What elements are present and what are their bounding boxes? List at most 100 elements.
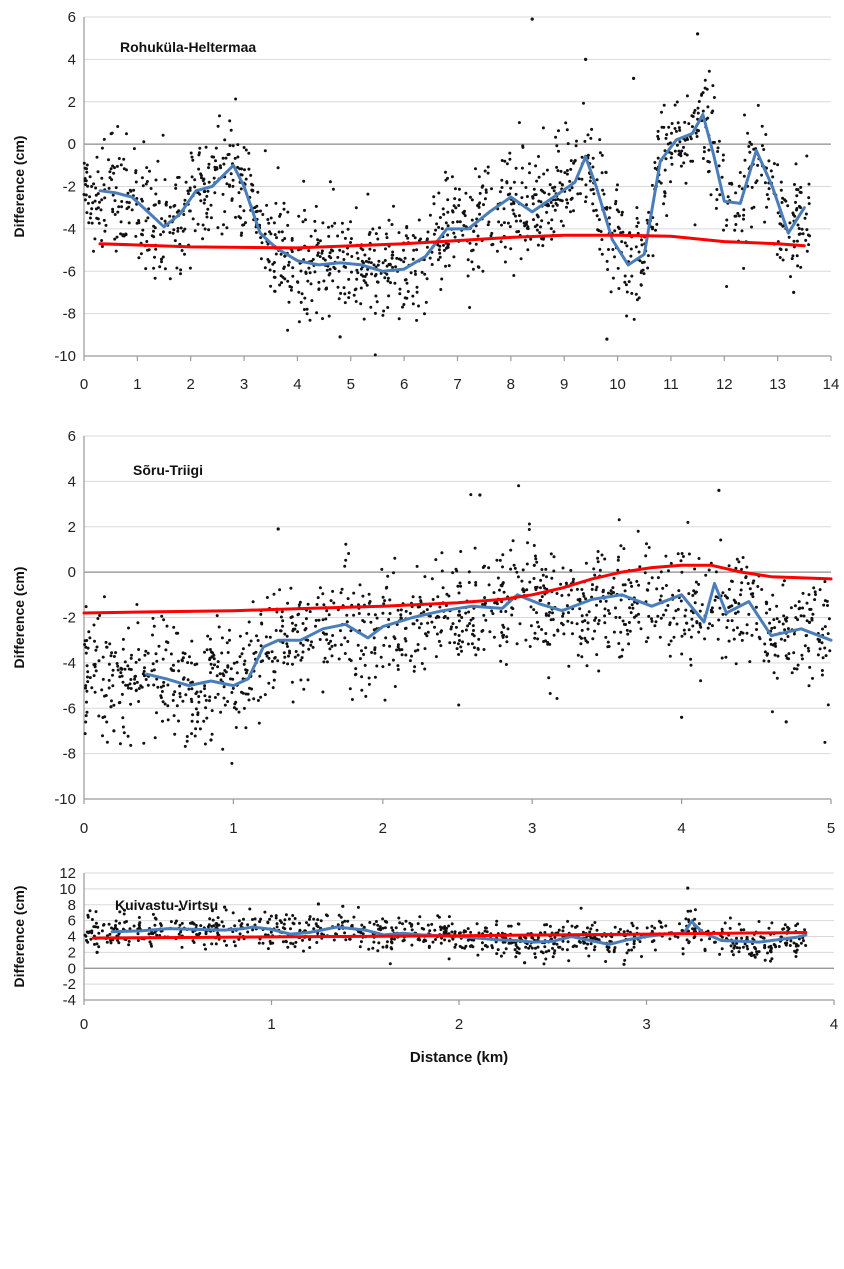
scatter-point: [450, 922, 454, 926]
scatter-point: [483, 564, 486, 568]
scatter-point: [611, 276, 615, 280]
scatter-point: [388, 962, 392, 966]
scatter-point: [700, 603, 704, 607]
scatter-point: [666, 142, 670, 146]
scatter-point: [720, 947, 724, 951]
scatter-point: [118, 675, 122, 679]
scatter-point: [287, 917, 291, 921]
scatter-point: [781, 583, 785, 587]
scatter-point: [118, 921, 122, 925]
scatter-point: [380, 567, 384, 571]
scatter-point: [754, 605, 758, 609]
scatter-point: [591, 637, 595, 641]
scatter-point: [85, 163, 89, 167]
scatter-point: [438, 255, 442, 259]
scatter-point: [239, 233, 243, 237]
scatter-point: [626, 929, 630, 933]
scatter-point: [240, 173, 244, 177]
scatter-point: [565, 128, 569, 132]
x-tick-label: 8: [507, 376, 515, 393]
scatter-point: [84, 720, 88, 724]
scatter-point: [289, 941, 293, 945]
scatter-point: [395, 256, 399, 260]
scatter-point: [550, 576, 554, 580]
scatter-point: [735, 626, 739, 630]
scatter-point: [373, 274, 377, 278]
scatter-point: [235, 671, 239, 675]
scatter-point: [245, 631, 249, 635]
scatter-point: [266, 947, 270, 951]
scatter-point: [595, 178, 599, 182]
scatter-point: [126, 686, 130, 690]
scatter-point: [613, 925, 617, 929]
scatter-point: [265, 203, 269, 207]
scatter-point: [117, 157, 121, 160]
scatter-point: [214, 922, 218, 926]
scatter-point: [125, 168, 128, 172]
scatter-point: [125, 200, 129, 204]
scatter-point: [560, 199, 564, 203]
scatter-point: [464, 628, 468, 632]
scatter-point: [671, 593, 675, 597]
scatter-point: [737, 602, 741, 606]
scatter-point: [309, 643, 313, 647]
scatter-point: [669, 180, 672, 184]
scatter-point: [115, 164, 119, 168]
scatter-point: [454, 625, 458, 629]
y-tick-label: 8: [68, 897, 76, 914]
scatter-point: [551, 204, 555, 208]
scatter-point: [593, 935, 597, 939]
scatter-point: [699, 625, 703, 629]
scatter-point: [171, 663, 175, 667]
y-axis-label: Difference (cm): [11, 136, 27, 238]
scatter-point: [593, 618, 597, 622]
scatter-point: [438, 251, 442, 255]
scatter-point: [164, 648, 168, 652]
scatter-point: [616, 558, 620, 562]
scatter-point: [393, 937, 396, 941]
scatter-point: [627, 642, 631, 646]
scatter-point: [826, 703, 830, 707]
scatter-point: [93, 690, 97, 694]
scatter-point: [309, 234, 313, 238]
scatter-point: [721, 158, 725, 162]
x-tick-label: 11: [663, 376, 679, 393]
scatter-point: [685, 94, 689, 98]
scatter-point: [244, 177, 248, 181]
scatter-point: [246, 692, 250, 696]
scatter-point: [423, 647, 427, 651]
y-tick-label: 6: [68, 428, 76, 445]
scatter-point: [627, 280, 631, 284]
scatter-point: [576, 192, 580, 196]
scatter-point: [696, 32, 700, 36]
scatter-point: [247, 698, 251, 702]
scatter-point: [102, 183, 106, 187]
scatter-point: [328, 180, 332, 184]
scatter-point: [728, 926, 732, 930]
scatter-point: [135, 603, 139, 606]
scatter-point: [794, 950, 798, 954]
scatter-point: [213, 165, 217, 169]
scatter-point: [695, 621, 699, 625]
scatter-point: [748, 660, 752, 664]
scatter-point: [98, 200, 101, 204]
scatter-point: [343, 301, 347, 305]
scatter-point: [769, 169, 773, 173]
scatter-point: [519, 219, 523, 223]
scatter-point: [477, 637, 481, 641]
scatter-point: [466, 274, 470, 278]
scatter-point: [211, 666, 215, 670]
scatter-point: [669, 561, 673, 565]
scatter-point: [440, 277, 444, 281]
scatter-point: [297, 320, 301, 324]
scatter-point: [498, 588, 501, 592]
scatter-point: [684, 608, 688, 612]
scatter-point: [253, 917, 257, 921]
scatter-point: [776, 654, 780, 658]
scatter-point: [689, 909, 693, 913]
scatter-point: [161, 700, 165, 704]
scatter-point: [571, 632, 574, 636]
scatter-point: [528, 171, 531, 175]
scatter-point: [580, 614, 584, 618]
scatter-point: [107, 922, 111, 926]
